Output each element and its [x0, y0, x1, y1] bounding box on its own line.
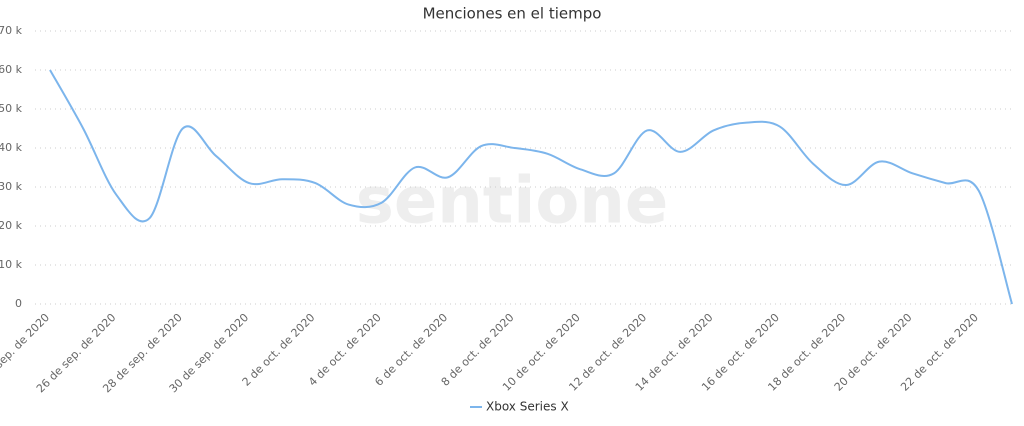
y-tick-label: 70 k: [0, 24, 23, 37]
y-tick-label: 0: [15, 297, 22, 310]
x-tick-label: 8 de oct. de 2020: [439, 311, 517, 389]
y-tick-label: 40 k: [0, 141, 23, 154]
line: [49, 69, 1013, 305]
x-tick-label: 4 de oct. de 2020: [306, 311, 384, 389]
x-tick-label: 6 de oct. de 2020: [372, 311, 450, 389]
y-tick-label: 50 k: [0, 102, 23, 115]
chart-title: Menciones en el tiempo: [423, 5, 602, 23]
y-tick-label: 60 k: [0, 63, 23, 76]
y-tick-label: 20 k: [0, 219, 23, 232]
legend-label: Xbox Series X: [486, 400, 569, 414]
y-tick-label: 30 k: [0, 180, 23, 193]
x-tick-label: 2 de oct. de 2020: [240, 311, 318, 389]
y-tick-label: 10 k: [0, 258, 23, 271]
watermark: sentione: [356, 165, 669, 239]
